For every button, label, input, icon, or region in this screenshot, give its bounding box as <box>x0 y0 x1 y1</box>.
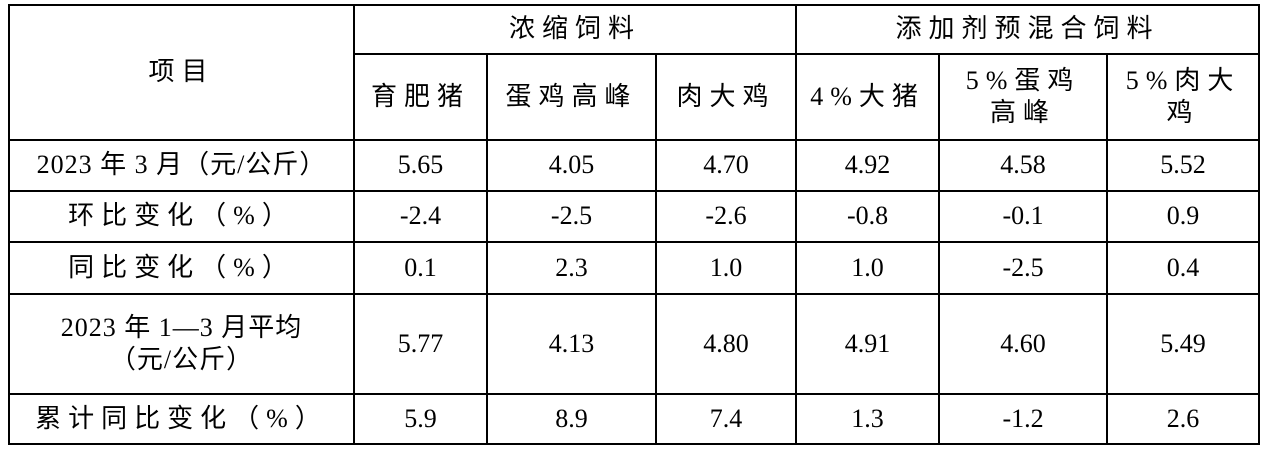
value-cell: 4.70 <box>654 139 798 192</box>
row-label: 2023 年 3 月（元/公斤） <box>8 139 355 192</box>
value-cell: 5.65 <box>353 139 488 192</box>
value-cell: 0.9 <box>1106 190 1261 243</box>
value-cell: 1.0 <box>654 241 798 295</box>
row-label-line1: 2023 年 1—3 月平均 <box>60 312 303 342</box>
header-column-row: 育肥猪 蛋鸡高峰 肉大鸡 4%大猪 5%蛋鸡 高峰 5%肉大 鸡 <box>9 53 1261 141</box>
value-cell: 2.6 <box>1106 393 1261 445</box>
value-cell: -2.5 <box>938 241 1109 295</box>
value-cell: 4.13 <box>486 293 657 395</box>
col-header-label: 4%大猪 <box>810 81 925 111</box>
value-cell: 4.60 <box>938 293 1109 395</box>
col-header-label-line1: 5%肉大 <box>1125 65 1241 95</box>
value-cell: 1.3 <box>795 393 941 445</box>
value-cell: 5.9 <box>353 393 488 445</box>
feed-price-table: 项目 浓缩饲料 添加剂预混合饲料 育肥猪 蛋鸡高峰 肉大鸡 4%大猪 5%蛋鸡 <box>8 4 1261 445</box>
table-row-yoy-change: 同比变化（%） 0.1 2.3 1.0 1.0 -2.5 0.4 <box>8 241 1261 295</box>
col-header-label: 肉大鸡 <box>676 81 776 111</box>
value-cell: -2.4 <box>353 190 488 243</box>
value-cell: 0.4 <box>1106 241 1261 295</box>
value-cell: 8.9 <box>486 393 657 445</box>
value-cell: 4.91 <box>795 293 941 395</box>
row-label: 环比变化（%） <box>8 190 355 243</box>
value-cell: -1.2 <box>938 393 1109 445</box>
col-header-label: 蛋鸡高峰 <box>505 81 638 111</box>
table-row-march-price: 2023 年 3 月（元/公斤） 5.65 4.05 4.70 4.92 4.5… <box>8 139 1261 192</box>
value-cell: 4.92 <box>795 139 941 192</box>
col-header-label-line1: 5%蛋鸡 <box>965 65 1081 95</box>
value-cell: 0.1 <box>353 241 488 295</box>
col-header-label-line2: 高峰 <box>990 98 1057 127</box>
col-header-label: 育肥猪 <box>370 81 470 111</box>
table-row-mom-change: 环比变化（%） -2.4 -2.5 -2.6 -0.8 -0.1 0.9 <box>8 190 1261 243</box>
col-header-layer-peak: 蛋鸡高峰 <box>486 53 657 141</box>
value-cell: 7.4 <box>654 393 798 445</box>
col-header-fattening-pig: 育肥猪 <box>353 53 488 141</box>
group-header-concentrate-feed: 浓缩饲料 <box>352 4 798 55</box>
value-cell: 1.0 <box>795 241 941 295</box>
group-header-additive-premix-feed: 添加剂预混合饲料 <box>795 4 1261 55</box>
value-cell: 4.58 <box>938 139 1109 192</box>
row-label: 累计同比变化（%） <box>8 393 355 445</box>
value-cell: 5.77 <box>353 293 488 395</box>
table-row-q1-average: 2023 年 1—3 月平均 （元/公斤） 5.77 4.13 4.80 4.9… <box>8 293 1261 395</box>
value-cell: -2.6 <box>654 190 798 243</box>
col-header-5pct-broiler: 5%肉大 鸡 <box>1106 53 1261 141</box>
col-header-broiler: 肉大鸡 <box>654 53 798 141</box>
value-cell: 2.3 <box>486 241 657 295</box>
value-cell: 4.05 <box>486 139 657 192</box>
col-header-label-line2: 鸡 <box>1166 98 1200 127</box>
table-row-cumulative-yoy-change: 累计同比变化（%） 5.9 8.9 7.4 1.3 -1.2 2.6 <box>8 393 1261 445</box>
col-header-4pct-pig: 4%大猪 <box>795 53 941 141</box>
row-label: 同比变化（%） <box>8 241 355 295</box>
value-cell: -0.1 <box>938 190 1109 243</box>
value-cell: 5.49 <box>1106 293 1261 395</box>
row-label: 2023 年 1—3 月平均 （元/公斤） <box>8 293 355 395</box>
header-group-row: 项目 浓缩饲料 添加剂预混合饲料 <box>8 4 1261 141</box>
corner-header-cell: 项目 <box>8 4 355 141</box>
value-cell: -0.8 <box>795 190 941 243</box>
row-label-line2: （元/公斤） <box>109 345 254 374</box>
value-cell: 4.80 <box>654 293 798 395</box>
col-header-5pct-layer-peak: 5%蛋鸡 高峰 <box>938 53 1109 141</box>
value-cell: -2.5 <box>486 190 657 243</box>
value-cell: 5.52 <box>1106 139 1261 192</box>
